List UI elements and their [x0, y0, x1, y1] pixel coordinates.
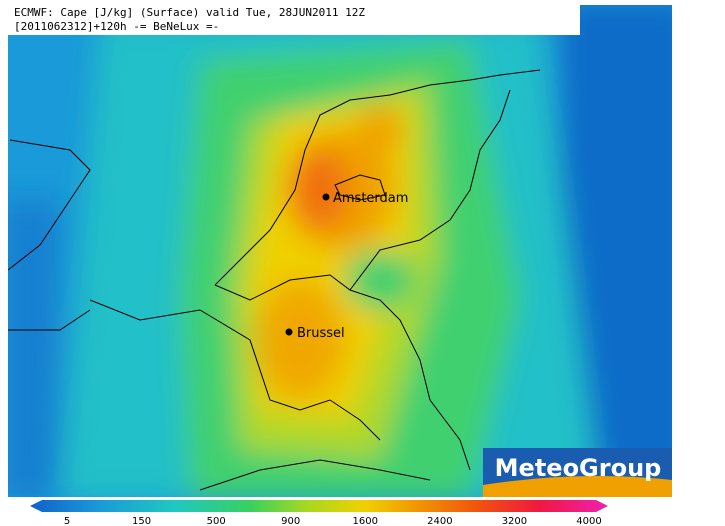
city-label: Amsterdam: [333, 191, 408, 206]
logo-text: MeteoGroup: [495, 454, 662, 482]
header-box: [8, 5, 580, 35]
colorbar-tick-label: 900: [281, 516, 300, 526]
colorbar: [30, 500, 608, 512]
city-marker: [322, 193, 330, 201]
colorbar-tick-label: 2400: [427, 516, 452, 526]
city-marker: [285, 328, 293, 336]
colorbar-tick-label: 4000: [576, 516, 601, 526]
colorbar-tick-label: 500: [207, 516, 226, 526]
colorbar-tick-label: 150: [132, 516, 151, 526]
header-subtitle: [2011062312]+120h -= BeNeLux =-: [14, 20, 219, 33]
colorbar-ticks: 5 150 500 900 1600 2400 3200 4000: [64, 516, 602, 526]
colorbar-tick-label: 5: [64, 516, 70, 526]
colorbar-tick-label: 3200: [502, 516, 527, 526]
city-label: Brussel: [297, 326, 345, 341]
borders: [7, 69, 541, 491]
header-title: ECMWF: Cape [J/kg] (Surface) valid Tue, …: [14, 6, 365, 19]
cape-field: [8, 5, 672, 497]
colorbar-tick-label: 1600: [353, 516, 378, 526]
logo-swoosh: [483, 476, 672, 497]
